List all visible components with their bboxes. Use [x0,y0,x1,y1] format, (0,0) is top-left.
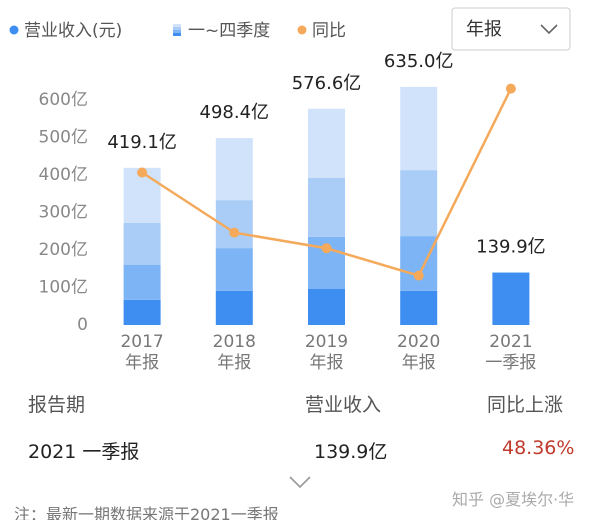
x-tick-label: 2019 年报 [304,332,349,373]
table-cell: 48.36% [502,437,575,459]
bar-segment [123,265,161,300]
bar-segment [123,299,161,325]
y-tick-label: 500亿 [39,128,88,148]
legend-marker [173,30,181,33]
table-header: 营业收入 [305,394,382,416]
bar-segment [400,236,438,291]
table-header: 报告期 [28,394,86,416]
value-label: 139.9亿 [476,237,546,258]
y-tick-label: 100亿 [39,278,88,298]
line-point [505,83,516,94]
bar-segment [308,178,345,237]
line-point [229,227,240,238]
line-point [413,270,424,281]
table-cell: 139.9亿 [314,441,388,463]
bar-segment [492,272,530,325]
expand-chevron[interactable] [289,476,311,489]
legend-label: 同比 [312,21,346,41]
bar-segment [215,248,253,291]
bar-segment [123,223,161,265]
legend-label: 营业收入(元) [24,21,122,41]
bar-segment [308,289,345,325]
value-label: 635.0亿 [384,51,454,72]
legend-marker [173,33,181,36]
dropdown-chevron [540,24,558,35]
legend-marker [173,27,181,30]
value-label: 498.4亿 [200,102,270,123]
bar-segment [400,86,438,171]
bar-segment [400,290,438,325]
value-label: 576.6亿 [292,73,362,94]
y-tick-label: 200亿 [39,240,88,260]
dropdown[interactable] [451,7,571,51]
value-label: 419.1亿 [107,132,177,153]
watermark: 知乎 @夏埃尔·华 [452,490,575,509]
dropdown-label: 年报 [466,19,502,40]
x-tick-label: 2020 年报 [397,332,441,373]
bar-segment [215,290,253,325]
legend-marker [297,25,307,35]
bar-segment [215,138,253,201]
y-tick-label: 0 [77,315,88,335]
x-tick-label: 2018 年报 [212,332,256,373]
line-point [321,243,332,254]
line-point [137,167,148,178]
x-tick-label: 2021 一季报 [485,332,537,373]
y-tick-label: 400亿 [39,165,88,185]
y-tick-label: 300亿 [39,203,88,223]
legend-marker [9,25,19,35]
table-cell: 2021 一季报 [28,441,140,463]
legend-marker [173,24,181,27]
x-tick-label: 2017 年报 [120,332,164,373]
y-tick-label: 600亿 [39,90,88,110]
legend-label: 一~四季度 [188,21,270,41]
bar-segment [308,108,345,178]
bar-segment [400,170,438,237]
table-header: 同比上涨 [487,394,564,416]
note: 注：最新一期数据来源于2021一季报 [14,505,279,520]
